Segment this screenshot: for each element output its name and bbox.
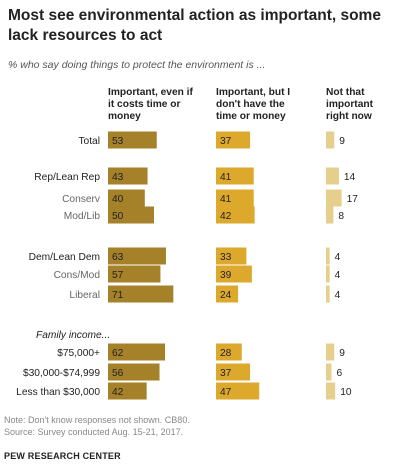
bar-important-even-if — [108, 382, 147, 400]
data-label: 4 — [335, 290, 341, 301]
data-label: 4 — [335, 270, 341, 281]
data-label: 50 — [112, 211, 124, 222]
column-header-important-but: don't have the — [216, 99, 285, 110]
data-label: 8 — [338, 211, 344, 222]
data-label: 28 — [220, 348, 232, 359]
bar-important-even-if — [108, 247, 166, 265]
bar-important-even-if — [108, 343, 166, 361]
data-label: 53 — [112, 136, 124, 147]
bar-important-but — [216, 382, 260, 400]
column-header-not-that-important: important — [326, 99, 374, 110]
group-header: Family income... — [36, 330, 110, 341]
bar-important-even-if — [108, 265, 161, 283]
data-label: 39 — [220, 270, 232, 281]
data-label: 24 — [220, 290, 232, 301]
bar-important-but — [216, 363, 251, 381]
data-label: 37 — [220, 136, 232, 147]
bar-not-that-important — [326, 247, 330, 265]
row-label: Total — [78, 136, 100, 147]
bar-not-that-important — [326, 189, 342, 207]
bar-important-but — [216, 131, 251, 149]
data-label: 9 — [339, 136, 345, 147]
data-label: 47 — [220, 387, 232, 398]
bar-not-that-important — [326, 285, 330, 303]
bar-not-that-important — [326, 265, 330, 283]
data-label: 10 — [340, 387, 352, 398]
data-label: 6 — [337, 368, 343, 379]
bar-not-that-important — [326, 206, 334, 224]
data-label: 57 — [112, 270, 124, 281]
bar-important-even-if — [108, 206, 154, 224]
data-label: 33 — [220, 252, 232, 263]
bar-important-but — [216, 247, 247, 265]
chart-subtitle: % who say doing things to protect the en… — [8, 59, 266, 71]
bar-important-but — [216, 265, 252, 283]
row-label: $30,000-$74,999 — [23, 368, 100, 379]
bar-not-that-important — [326, 343, 335, 361]
bar-not-that-important — [326, 167, 339, 185]
data-label: 56 — [112, 368, 124, 379]
bar-important-even-if — [108, 285, 174, 303]
column-header-not-that-important: right now — [326, 111, 372, 122]
bar-important-even-if — [108, 189, 145, 207]
column-header-important-but: Important, but I — [216, 87, 290, 98]
column-header-important-even-if: money — [108, 111, 141, 122]
bar-not-that-important — [326, 131, 335, 149]
brand-logo-text: PEW RESEARCH CENTER — [4, 451, 121, 461]
column-header-important-but: time or money — [216, 111, 286, 122]
data-label: 14 — [344, 172, 356, 183]
footnote: Note: Don't know responses not shown. CB… — [4, 415, 190, 438]
bar-important-but — [216, 343, 242, 361]
bar-not-that-important — [326, 382, 336, 400]
data-label: 71 — [112, 290, 124, 301]
row-label: Liberal — [69, 290, 100, 301]
column-header-not-that-important: Not that — [326, 87, 365, 98]
data-label: 37 — [220, 368, 232, 379]
bar-important-even-if — [108, 363, 160, 381]
data-label: 41 — [220, 194, 232, 205]
bar-important-but — [216, 189, 254, 207]
row-label: Conserv — [62, 194, 101, 205]
source-text: Source: Survey conducted Aug. 15-21, 201… — [4, 426, 184, 437]
bar-important-even-if — [108, 167, 148, 185]
data-label: 42 — [112, 387, 124, 398]
column-header-important-even-if: Important, even if — [108, 87, 194, 98]
data-label: 4 — [335, 252, 341, 263]
note-text: Note: Don't know responses not shown. CB… — [4, 415, 190, 425]
bar-important-but — [216, 167, 254, 185]
data-label: 42 — [220, 211, 232, 222]
data-label: 17 — [347, 194, 359, 205]
chart-title: Most see environmental action as importa… — [8, 7, 381, 44]
row-label: $75,000+ — [57, 348, 100, 359]
data-label: 9 — [339, 348, 345, 359]
bar-important-but — [216, 285, 239, 303]
row-label: Dem/Lean Dem — [29, 252, 100, 263]
data-label: 63 — [112, 252, 124, 263]
bar-important-but — [216, 206, 255, 224]
data-label: 62 — [112, 348, 124, 359]
data-label: 41 — [220, 172, 232, 183]
row-label: Rep/Lean Rep — [34, 172, 100, 183]
row-label: Less than $30,000 — [16, 387, 100, 398]
bar-important-even-if — [108, 131, 157, 149]
data-label: 43 — [112, 172, 124, 183]
bar-not-that-important — [326, 363, 332, 381]
row-label: Cons/Mod — [54, 270, 101, 281]
data-label: 40 — [112, 194, 124, 205]
column-header-important-even-if: it costs time or — [108, 99, 180, 110]
row-label: Mod/Lib — [64, 211, 101, 222]
